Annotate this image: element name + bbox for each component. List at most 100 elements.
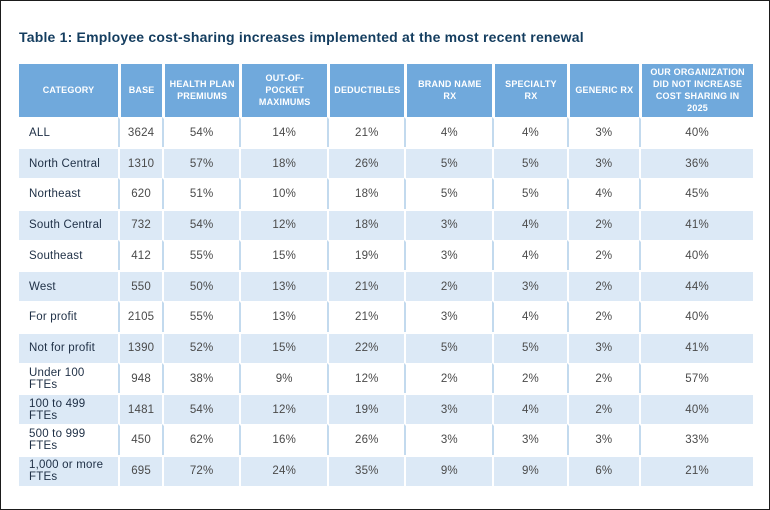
brand-name-rx-cell: 4% (404, 116, 493, 148)
deductibles-cell: 21% (327, 116, 405, 148)
row-category-cell: For profit (19, 301, 119, 332)
health-plan-premiums-cell: 57% (162, 147, 240, 179)
no-increase-2025-cell: 36% (639, 147, 753, 179)
out-of-pocket-maximums-cell: 15% (239, 331, 328, 363)
deductibles-cell: 21% (327, 270, 405, 302)
brand-name-rx-cell: 2% (404, 362, 493, 394)
health-plan-premiums-cell: 62% (162, 424, 240, 455)
generic-rx-cell: 3% (566, 424, 640, 455)
table-row: 100 to 499 FTEs 1481 54% 12% 19% 3% 4% 2… (19, 393, 753, 425)
table-row: 500 to 999 FTEs 450 62% 16% 26% 3% 3% 3%… (19, 424, 753, 455)
health-plan-premiums-cell: 51% (162, 178, 240, 209)
column-header-health-plan-premiums: HEALTH PLAN PREMIUMS (162, 64, 240, 117)
row-category-cell: North Central (19, 147, 119, 179)
column-header-deductibles: DEDUCTIBLES (327, 64, 405, 117)
health-plan-premiums-cell: 38% (162, 362, 240, 394)
out-of-pocket-maximums-cell: 10% (239, 178, 328, 209)
column-header-base: BASE (118, 64, 163, 117)
health-plan-premiums-cell: 54% (162, 208, 240, 240)
column-header-category: CATEGORY (19, 64, 119, 117)
column-header-out-of-pocket-maximums: OUT-OF-POCKET MAXIMUMS (239, 64, 328, 117)
health-plan-premiums-cell: 72% (162, 454, 240, 486)
out-of-pocket-maximums-cell: 18% (239, 147, 328, 179)
no-increase-2025-cell: 57% (639, 362, 753, 394)
out-of-pocket-maximums-cell: 12% (239, 208, 328, 240)
base-cell: 3624 (118, 116, 163, 148)
out-of-pocket-maximums-cell: 14% (239, 116, 328, 148)
base-cell: 1390 (118, 331, 163, 363)
out-of-pocket-maximums-cell: 9% (239, 362, 328, 394)
deductibles-cell: 19% (327, 239, 405, 271)
generic-rx-cell: 2% (566, 393, 640, 425)
column-header-generic-rx: GENERIC RX (566, 64, 640, 117)
out-of-pocket-maximums-cell: 12% (239, 393, 328, 425)
base-cell: 695 (118, 454, 163, 486)
health-plan-premiums-cell: 55% (162, 239, 240, 271)
table-row: For profit 2105 55% 13% 21% 3% 4% 2% 40% (19, 301, 753, 332)
deductibles-cell: 18% (327, 208, 405, 240)
row-category-cell: West (19, 270, 119, 302)
specialty-rx-cell: 3% (492, 270, 567, 302)
generic-rx-cell: 4% (566, 178, 640, 209)
out-of-pocket-maximums-cell: 13% (239, 270, 328, 302)
brand-name-rx-cell: 3% (404, 424, 493, 455)
row-category-cell: Not for profit (19, 331, 119, 363)
generic-rx-cell: 2% (566, 239, 640, 271)
brand-name-rx-cell: 3% (404, 301, 493, 332)
out-of-pocket-maximums-cell: 13% (239, 301, 328, 332)
health-plan-premiums-cell: 55% (162, 301, 240, 332)
out-of-pocket-maximums-cell: 24% (239, 454, 328, 486)
table-row: Under 100 FTEs 948 38% 9% 12% 2% 2% 2% 5… (19, 362, 753, 394)
no-increase-2025-cell: 40% (639, 301, 753, 332)
generic-rx-cell: 2% (566, 270, 640, 302)
table-header: CATEGORY BASE HEALTH PLAN PREMIUMS OUT-O… (19, 64, 753, 117)
health-plan-premiums-cell: 50% (162, 270, 240, 302)
deductibles-cell: 26% (327, 424, 405, 455)
health-plan-premiums-cell: 52% (162, 331, 240, 363)
specialty-rx-cell: 4% (492, 208, 567, 240)
base-cell: 450 (118, 424, 163, 455)
deductibles-cell: 12% (327, 362, 405, 394)
generic-rx-cell: 2% (566, 362, 640, 394)
deductibles-cell: 26% (327, 147, 405, 179)
brand-name-rx-cell: 3% (404, 239, 493, 271)
cost-sharing-table-wrap: CATEGORY BASE HEALTH PLAN PREMIUMS OUT-O… (19, 64, 753, 486)
generic-rx-cell: 6% (566, 454, 640, 486)
brand-name-rx-cell: 5% (404, 331, 493, 363)
table-row: 1,000 or more FTEs 695 72% 24% 35% 9% 9%… (19, 454, 753, 486)
no-increase-2025-cell: 41% (639, 331, 753, 363)
column-header-brand-name-rx: BRAND NAME RX (404, 64, 493, 117)
no-increase-2025-cell: 41% (639, 208, 753, 240)
specialty-rx-cell: 9% (492, 454, 567, 486)
base-cell: 1481 (118, 393, 163, 425)
generic-rx-cell: 2% (566, 301, 640, 332)
deductibles-cell: 35% (327, 454, 405, 486)
table-body: ALL 3624 54% 14% 21% 4% 4% 3% 40% North … (19, 116, 753, 486)
base-cell: 948 (118, 362, 163, 394)
base-cell: 412 (118, 239, 163, 271)
base-cell: 620 (118, 178, 163, 209)
out-of-pocket-maximums-cell: 15% (239, 239, 328, 271)
base-cell: 732 (118, 208, 163, 240)
column-header-specialty-rx: SPECIALTY RX (492, 64, 567, 117)
specialty-rx-cell: 3% (492, 424, 567, 455)
brand-name-rx-cell: 5% (404, 178, 493, 209)
row-category-cell: 100 to 499 FTEs (19, 393, 119, 425)
specialty-rx-cell: 5% (492, 331, 567, 363)
specialty-rx-cell: 2% (492, 362, 567, 394)
specialty-rx-cell: 4% (492, 393, 567, 425)
brand-name-rx-cell: 3% (404, 208, 493, 240)
column-header-no-increase-2025: OUR ORGANIZATION DID NOT INCREASE COST S… (639, 64, 753, 117)
specialty-rx-cell: 4% (492, 239, 567, 271)
table-row: South Central 732 54% 12% 18% 3% 4% 2% 4… (19, 208, 753, 240)
generic-rx-cell: 3% (566, 331, 640, 363)
table-title: Table 1: Employee cost-sharing increases… (19, 29, 584, 45)
no-increase-2025-cell: 21% (639, 454, 753, 486)
row-category-cell: 500 to 999 FTEs (19, 424, 119, 455)
health-plan-premiums-cell: 54% (162, 116, 240, 148)
base-cell: 550 (118, 270, 163, 302)
table-row: West 550 50% 13% 21% 2% 3% 2% 44% (19, 270, 753, 302)
base-cell: 1310 (118, 147, 163, 179)
brand-name-rx-cell: 3% (404, 393, 493, 425)
